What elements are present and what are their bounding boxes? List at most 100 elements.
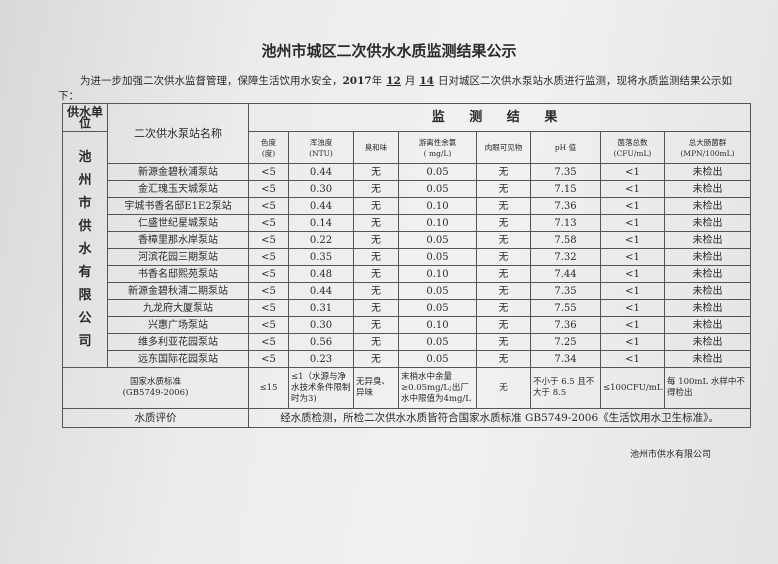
cell-value: 7.58 <box>530 231 601 249</box>
cell-value: 7.25 <box>530 333 601 351</box>
cell-value: <1 <box>600 197 665 215</box>
cell-value: 未检出 <box>663 214 752 232</box>
cell-value: 无 <box>353 265 399 283</box>
unit-char: 市 <box>78 196 92 211</box>
month: 12 <box>386 75 401 87</box>
cell-value: 无 <box>476 180 531 198</box>
standard-label: 国家水质标准 (GB5749-2006) <box>62 367 249 409</box>
station-name: 宇城书香名邸E1E2泵站 <box>107 197 249 215</box>
station-name: 仁盛世纪星城泵站 <box>107 214 249 232</box>
cell-value: 未检出 <box>663 231 752 249</box>
standard-value: ≤100CFU/mL <box>600 367 665 409</box>
evaluation-row: 水质评价 经水质检测，所检二次供水水质皆符合国家水质标准 GB5749-2006《… <box>62 408 752 428</box>
cell-value: 无 <box>476 282 531 300</box>
cell-value: 0.10 <box>398 316 477 334</box>
table-row: 新源金碧秋浦二期泵站 <5 0.44 无 0.05 无 7.35 <1 未检出 <box>63 282 752 300</box>
cell-value: <1 <box>600 299 665 317</box>
cell-value: <1 <box>600 265 665 283</box>
cell-value: 0.05 <box>398 333 477 351</box>
cell-value: 未检出 <box>663 333 752 351</box>
table-row: 书香名邸熙苑泵站 <5 0.48 无 0.10 无 7.44 <1 未检出 <box>63 265 752 283</box>
cell-value: 0.14 <box>288 214 354 232</box>
standard-value: ≤1（水源与净水技术条件限制时为3) <box>288 367 354 409</box>
station-name: 远东国际花园泵站 <box>107 350 249 368</box>
cell-value: <1 <box>600 350 665 368</box>
table-row: 维多利亚花园泵站 <5 0.56 无 0.05 无 7.25 <1 未检出 <box>63 333 752 351</box>
cell-value: 0.23 <box>288 350 354 368</box>
column-header: 菌落总数 (CFU/mL) <box>600 131 665 164</box>
cell-value: <5 <box>248 350 289 368</box>
unit-char: 池 <box>78 150 92 165</box>
intro-paragraph: 为进一步加强二次供水监督管理，保障生活饮用水安全，2017年 12 月 14 日对城区二… <box>58 74 748 104</box>
cell-value: 0.05 <box>398 282 477 300</box>
cell-value: 0.30 <box>288 316 354 334</box>
table-row: 仁盛世纪星城泵站 <5 0.14 无 0.10 无 7.13 <1 未检出 <box>63 214 752 232</box>
cell-value: <5 <box>248 180 289 198</box>
cell-value: 7.36 <box>530 197 601 215</box>
cell-value: 7.35 <box>530 282 601 300</box>
cell-value: 未检出 <box>663 248 752 266</box>
cell-value: <5 <box>248 333 289 351</box>
column-header: 总大肠菌群 (MPN/100mL) <box>663 131 752 164</box>
station-name: 维多利亚花园泵站 <box>107 333 249 351</box>
cell-value: 0.31 <box>288 299 354 317</box>
unit-char: 限 <box>78 288 92 303</box>
cell-value: 无 <box>476 214 531 232</box>
cell-value: 无 <box>476 265 531 283</box>
cell-value: 无 <box>353 299 399 317</box>
station-name: 新源金碧秋浦二期泵站 <box>107 282 249 300</box>
cell-value: 0.22 <box>288 231 354 249</box>
cell-value: 未检出 <box>663 350 752 368</box>
cell-value: 7.35 <box>530 163 601 181</box>
intro-text: 为进一步加强二次供水监督管理，保障生活饮用水安全， <box>80 75 343 87</box>
standard-value: 无异臭、异味 <box>353 367 399 409</box>
cell-value: 7.36 <box>530 316 601 334</box>
cell-value: 未检出 <box>663 163 752 181</box>
cell-value: 未检出 <box>663 180 752 198</box>
cell-value: 无 <box>353 333 399 351</box>
day: 14 <box>419 75 434 87</box>
cell-value: <5 <box>248 316 289 334</box>
results-header: 监 测 结 果 <box>247 103 752 132</box>
table-row: 九龙府大厦泵站 <5 0.31 无 0.05 无 7.55 <1 未检出 <box>63 299 752 317</box>
cell-value: <5 <box>248 197 289 215</box>
column-header: 色度 (度) <box>248 131 289 164</box>
name-header: 二次供水泵站名称 <box>107 103 249 164</box>
cell-value: <1 <box>600 282 665 300</box>
cell-value: <5 <box>248 265 289 283</box>
cell-value: 无 <box>353 350 399 368</box>
station-name: 九龙府大厦泵站 <box>107 299 249 317</box>
cell-value: 无 <box>476 197 531 215</box>
cell-value: 无 <box>353 163 399 181</box>
company-signature: 池州市供水有限公司 <box>630 450 712 460</box>
cell-value: 7.32 <box>530 248 601 266</box>
table-row: 宇城书香名邸E1E2泵站 <5 0.44 无 0.10 无 7.36 <1 未检出 <box>63 197 752 215</box>
cell-value: 无 <box>476 248 531 266</box>
cell-value: 0.44 <box>288 197 354 215</box>
cell-value: 7.44 <box>530 265 601 283</box>
cell-value: <5 <box>248 299 289 317</box>
cell-value: 0.05 <box>398 299 477 317</box>
cell-value: 无 <box>353 197 399 215</box>
cell-value: 无 <box>353 231 399 249</box>
cell-value: 无 <box>476 299 531 317</box>
intro-text-end: 日对城区二次供水泵站水质进行监测，现将水质监测结果公示如下： <box>58 75 732 102</box>
cell-value: 未检出 <box>663 282 752 300</box>
station-name: 新源金碧秋浦泵站 <box>107 163 249 181</box>
station-name: 河滨花园三期泵站 <box>107 248 249 266</box>
cell-value: <1 <box>600 333 665 351</box>
cell-value: 无 <box>476 231 531 249</box>
unit-char: 公 <box>78 311 92 326</box>
cell-value: 无 <box>476 163 531 181</box>
cell-value: 0.48 <box>288 265 354 283</box>
cell-value: 7.13 <box>530 214 601 232</box>
cell-value: 无 <box>476 316 531 334</box>
table-row: 香樟里那水岸泵站 <5 0.22 无 0.05 无 7.58 <1 未检出 <box>63 231 752 249</box>
year: 2017 <box>342 75 372 87</box>
standard-row: 国家水质标准 (GB5749-2006) ≤15 ≤1（水源与净水技术条件限制时为3)… <box>62 367 752 409</box>
cell-value: 0.05 <box>398 163 477 181</box>
table-row: 远东国际花园泵站 <5 0.23 无 0.05 无 7.34 <1 未检出 <box>63 350 752 368</box>
table-row: 兴惠广场泵站 <5 0.30 无 0.10 无 7.36 <1 未检出 <box>63 316 752 334</box>
cell-value: 未检出 <box>663 316 752 334</box>
table-row: 新源金碧秋浦泵站 <5 0.44 无 0.05 无 7.35 <1 未检出 <box>63 163 752 181</box>
